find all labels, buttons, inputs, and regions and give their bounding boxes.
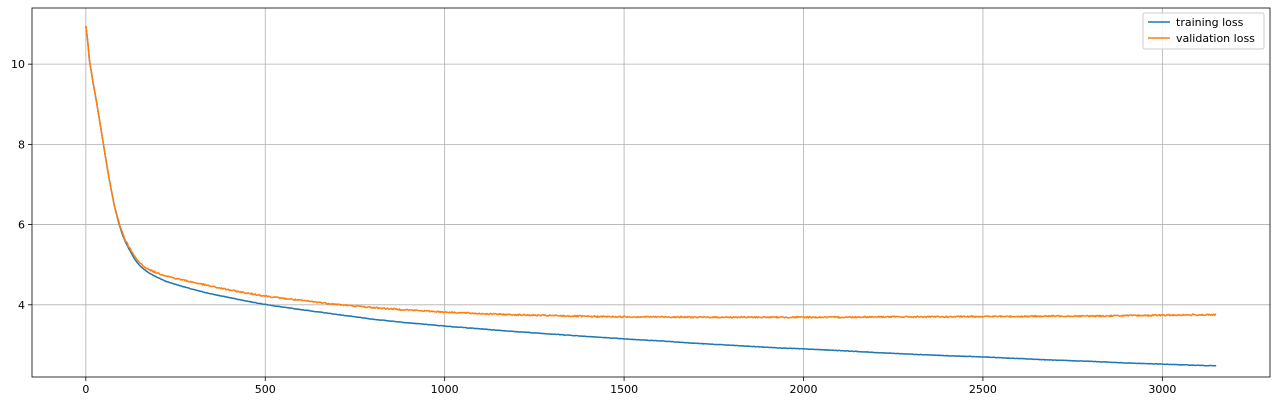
- y-tick-label: 6: [18, 219, 25, 232]
- y-tick-label: 10: [11, 58, 25, 71]
- legend: training loss validation loss: [1142, 12, 1265, 50]
- series-line-training-loss: [85, 25, 1217, 367]
- x-tick-label: 2500: [969, 383, 997, 396]
- x-tick-label: 3000: [1148, 383, 1176, 396]
- x-tick-label: 500: [255, 383, 276, 396]
- y-tick-label: 8: [18, 138, 25, 151]
- x-tick-label: 1500: [610, 383, 638, 396]
- series-layer: [85, 25, 1217, 367]
- y-tick-label: 4: [18, 299, 25, 312]
- legend-box: [1142, 12, 1265, 50]
- x-tick-label: 0: [82, 383, 89, 396]
- x-tick-label: 1000: [431, 383, 459, 396]
- axis-ticks: 0 500 1000 1500 2000 2500 3000 4 6 8 10: [11, 58, 1176, 396]
- legend-label-validation-loss: validation loss: [1176, 32, 1255, 45]
- series-line-validation-loss: [85, 25, 1217, 319]
- x-tick-label: 2000: [790, 383, 818, 396]
- axes-frame: [31, 7, 1271, 378]
- grid: [32, 8, 1270, 377]
- legend-label-training-loss: training loss: [1176, 16, 1244, 29]
